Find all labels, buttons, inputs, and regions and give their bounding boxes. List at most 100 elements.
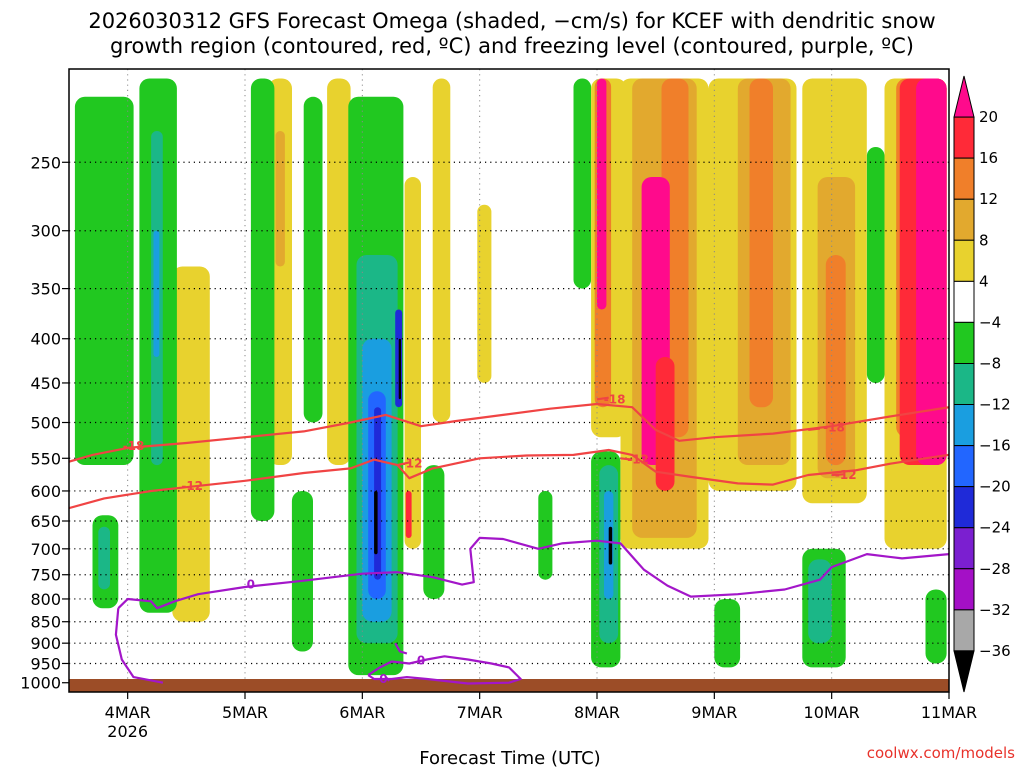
omega-region-44 [714,599,741,668]
omega-region-12 [327,78,351,465]
colorbar-label-9: −20 [979,478,1011,496]
y-tick-label-450: 450 [30,374,61,393]
colorbar-label-6: −8 [979,354,1001,372]
y-tick-label-1000: 1000 [20,674,61,693]
y-tick-label-850: 850 [30,613,61,632]
chart-title-line-1: 2026030312 GFS Forecast Omega (shaded, −… [88,9,935,33]
dgz-contour-label-4: -12 [401,457,423,471]
y-tick-label-800: 800 [30,590,61,609]
colorbar-label-5: −4 [979,313,1001,331]
y-tick-label-900: 900 [30,634,61,653]
omega-region-10 [250,78,275,521]
omega-region-23 [405,491,412,538]
omega-region-27 [538,491,553,580]
contour-lines: -18 -18 -18 -12 -12 -12 -12 0 0 0 [69,392,949,686]
y-axis: 250 300 350 400 450 500 550 600 650 700 750 800 850 9… [20,153,69,693]
x-tick-label-6: 10MAR [804,703,860,722]
freezing-level-contour-label-4: 0 [379,672,387,686]
freezing-level-contour-1 [114,608,164,684]
y-tick-label-250: 250 [30,153,61,172]
dgz-contour-0 [69,402,949,463]
colorbar-swatch-8 [953,404,975,447]
omega-region-43 [749,78,773,408]
colorbar-swatch-13 [953,609,975,652]
omega-region-50 [866,147,885,383]
omega-region-55 [925,589,947,664]
dgz-contour-label-6: -12 [835,468,857,482]
colorbar-label-1: 16 [979,149,998,167]
dgz-contour-label-1: -18 [604,392,626,406]
omega-region-1 [172,266,210,622]
dgz-contour-2 [808,427,821,431]
y-tick-label-750: 750 [30,566,61,585]
colorbar-swatch-9 [953,445,975,488]
x-tick-label-5: 9MAR [691,703,737,722]
dgz-contour-label-3: -12 [181,479,203,493]
dgz-contour-label-0: -18 [123,439,145,453]
colorbar-swatch-7 [953,362,975,406]
ground-terrain [69,679,949,692]
colorbar-swatch-0 [953,75,975,118]
omega-region-7 [98,526,110,590]
omega-region-35 [608,526,613,565]
x-tick-sublabel-0: 2026 [107,722,148,741]
y-tick-label-650: 650 [30,512,61,531]
dgz-contour-3 [69,448,949,510]
dgz-contour-label-5: -12 [627,453,649,467]
omega-region-13 [291,491,313,652]
freezing-level-contour-label-2: 0 [417,654,425,668]
colorbar-label-2: 12 [979,190,998,208]
colorbar-label-7: −12 [979,396,1011,414]
omega-region-40 [655,357,675,491]
freezing-level-contour-label-0: 0 [247,578,255,592]
y-tick-label-550: 550 [30,449,61,468]
colorbar-swatch-5 [953,280,975,323]
colorbar-label-13: −36 [979,642,1011,660]
plot-area: -18 -18 -18 -12 -12 -12 -12 0 0 0 [68,68,950,693]
omega-shading [74,78,947,676]
freezing-level-contour-2 [367,655,522,685]
omega-region-20 [374,491,378,555]
plot-frame [68,68,950,693]
x-tick-label-2: 6MAR [339,703,385,722]
omega-region-2 [74,96,134,466]
y-tick-label-500: 500 [30,414,61,433]
chart-title-line-2: growth region (contoured, red, ºC) and f… [110,34,914,58]
freezing-level-contour-4 [385,676,391,682]
colorbar-label-3: 8 [979,231,989,249]
x-tick-label-1: 5MAR [222,703,268,722]
colorbar-swatch-3 [953,198,975,241]
credit-text: coolwx.com/models [867,744,1015,762]
omega-region-5 [153,230,160,357]
omega-region-25 [423,465,445,599]
colorbar-label-8: −16 [979,437,1011,455]
x-axis-label: Forecast Time (UTC) [419,748,600,768]
colorbar-label-12: −32 [979,601,1011,619]
colorbar-swatch-11 [953,527,975,570]
dgz-contour-4 [397,461,410,467]
omega-region-28 [573,78,592,289]
colorbar: 20 16 12 8 4 −4 −8 −12 −16 −20 −24 −28 −32 −36 [953,75,1011,693]
dgz-contour-6 [831,473,844,477]
colorbar-swatch-1 [953,116,975,159]
y-tick-label-300: 300 [30,222,61,241]
y-tick-label-950: 950 [30,654,61,673]
omega-region-9 [275,131,285,267]
colorbar-label-10: −24 [979,519,1011,537]
omega-region-11 [303,96,323,423]
colorbar-swatch-4 [953,239,975,282]
omega-region-22 [404,177,421,549]
dgz-contour-5 [620,457,633,461]
colorbar-swatch-14 [953,650,975,693]
y-tick-label-350: 350 [30,280,61,299]
colorbar-label-4: 4 [979,272,989,290]
omega-region-24 [432,78,451,423]
omega-region-21 [398,338,401,400]
x-tick-label-3: 7MAR [457,703,503,722]
omega-region-31 [597,78,607,310]
omega-region-54 [916,78,947,465]
colorbar-swatch-6 [953,321,975,364]
dgz-contour-1 [596,396,609,401]
